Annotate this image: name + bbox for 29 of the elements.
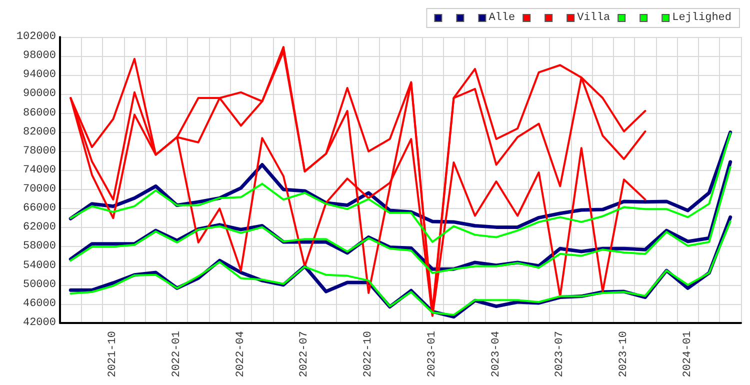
y-tick-label: 70000	[22, 184, 56, 196]
y-tick-label: 90000	[22, 88, 56, 100]
x-tick-label: 2022-07	[298, 331, 311, 378]
x-tick-label: 2022-01	[171, 330, 184, 378]
legend-label: Lejlighed	[672, 12, 732, 24]
y-tick-label: 86000	[22, 107, 56, 120]
y-tick-label: 58000	[22, 240, 56, 253]
x-tick-label: 2023-01	[426, 330, 438, 378]
y-tick-label: 74000	[22, 164, 56, 176]
y-tick-label: 54000	[22, 260, 56, 272]
y-tick-label: 46000	[22, 298, 56, 310]
x-tick-label: 2021-10	[107, 331, 120, 378]
legend-label: Villa	[577, 12, 611, 24]
y-tick-label: 102000	[16, 31, 56, 43]
x-tick-label: 2024-01	[682, 330, 694, 378]
y-tick-label: 62000	[22, 222, 56, 234]
x-tick-label: 2023-04	[490, 330, 502, 378]
y-tick-label: 50000	[22, 278, 56, 291]
y-tick-label: 94000	[22, 69, 56, 82]
y-tick-label: 42000	[22, 317, 56, 329]
x-tick-label: 2023-10	[618, 331, 630, 378]
legend-label: Alle	[488, 12, 516, 24]
y-tick-label: 66000	[22, 202, 56, 215]
y-tick-label: 82000	[22, 126, 56, 138]
x-tick-label: 2023-07	[554, 331, 566, 378]
y-tick-label: 98000	[22, 50, 56, 62]
x-tick-label: 2022-04	[234, 330, 247, 378]
y-tick-label: 78000	[22, 145, 56, 158]
x-tick-label: 2022-10	[362, 331, 375, 378]
